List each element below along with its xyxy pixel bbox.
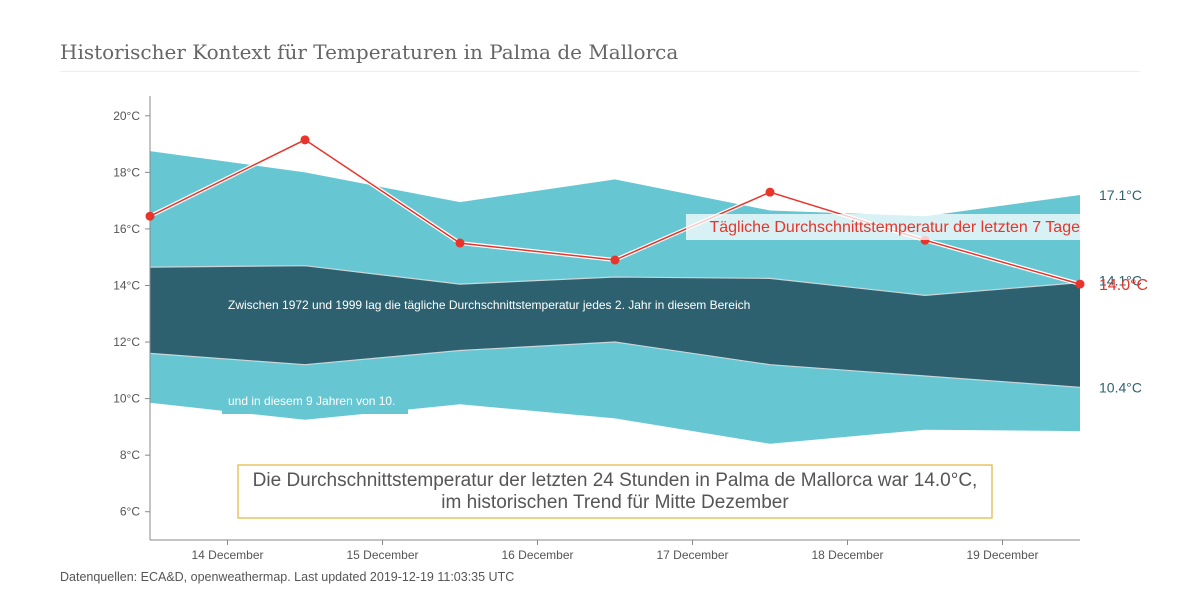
- data-source-footer: Datenquellen: ECA&D, openweathermap. Las…: [60, 570, 515, 584]
- x-tick-label: 14 December: [191, 548, 263, 562]
- outer-band-annotation: und in diesem 9 Jahren von 10.: [228, 394, 395, 408]
- series-point: [765, 187, 775, 197]
- inner-range-band: [150, 265, 1080, 388]
- x-tick-label: 15 December: [346, 548, 418, 562]
- axes-layer: 6°C 8°C 10°C 12°C 14°C 16°C 18°C 20°C 14 Decembe…: [113, 96, 1080, 562]
- y-tick-label: 18°C: [113, 165, 140, 179]
- outer-band-annotation-bg: [222, 389, 408, 414]
- y-tick-label: 14°C: [113, 278, 140, 292]
- end-label-inner-upper: 14.1°C: [1099, 273, 1142, 289]
- x-tick-label: 19 December: [966, 548, 1038, 562]
- title-divider: [60, 71, 1140, 72]
- y-tick-label: 16°C: [113, 222, 140, 236]
- end-label-inner-lower: 10.4°C: [1099, 379, 1142, 395]
- series-point: [145, 211, 155, 221]
- series-point: [455, 238, 465, 248]
- y-tick-label: 8°C: [120, 448, 140, 462]
- end-label-line: 14.0°C: [1099, 277, 1148, 294]
- line-layer: [145, 135, 1085, 289]
- end-label-outer-upper: 17.1°C: [1099, 187, 1142, 203]
- line-annotation: Tägliche Durchschnittstemperatur der let…: [709, 219, 1080, 236]
- x-tick-label: 17 December: [656, 548, 728, 562]
- line-annotation-bg: [686, 214, 1080, 240]
- chart-title: Historischer Kontext für Temperaturen in…: [60, 40, 679, 64]
- x-tick-label: 18 December: [811, 548, 883, 562]
- series-point: [1075, 279, 1085, 289]
- inner-band-annotation: Zwischen 1972 und 1999 lag die tägliche …: [228, 298, 750, 312]
- summary-line-1: Die Durchschnittstemperatur der letzten …: [253, 470, 978, 491]
- y-tick-label: 20°C: [113, 109, 140, 123]
- y-tick-label: 10°C: [113, 392, 140, 406]
- x-tick-label: 16 December: [501, 548, 573, 562]
- summary-line-2: im historischen Trend für Mitte Dezember: [441, 492, 789, 513]
- summary-box: [237, 464, 993, 519]
- inner-band-lower-edge: [149, 341, 1081, 388]
- annotation-layer: 17.1°C 14.1°C14.0°C 10.4°C Zwischen 1972 un…: [222, 187, 1148, 519]
- inner-band-upper-edge: [149, 265, 1081, 297]
- series-point: [300, 135, 310, 145]
- y-tick-label: 12°C: [113, 335, 140, 349]
- series-point: [610, 255, 620, 265]
- y-tick-label: 6°C: [120, 505, 140, 519]
